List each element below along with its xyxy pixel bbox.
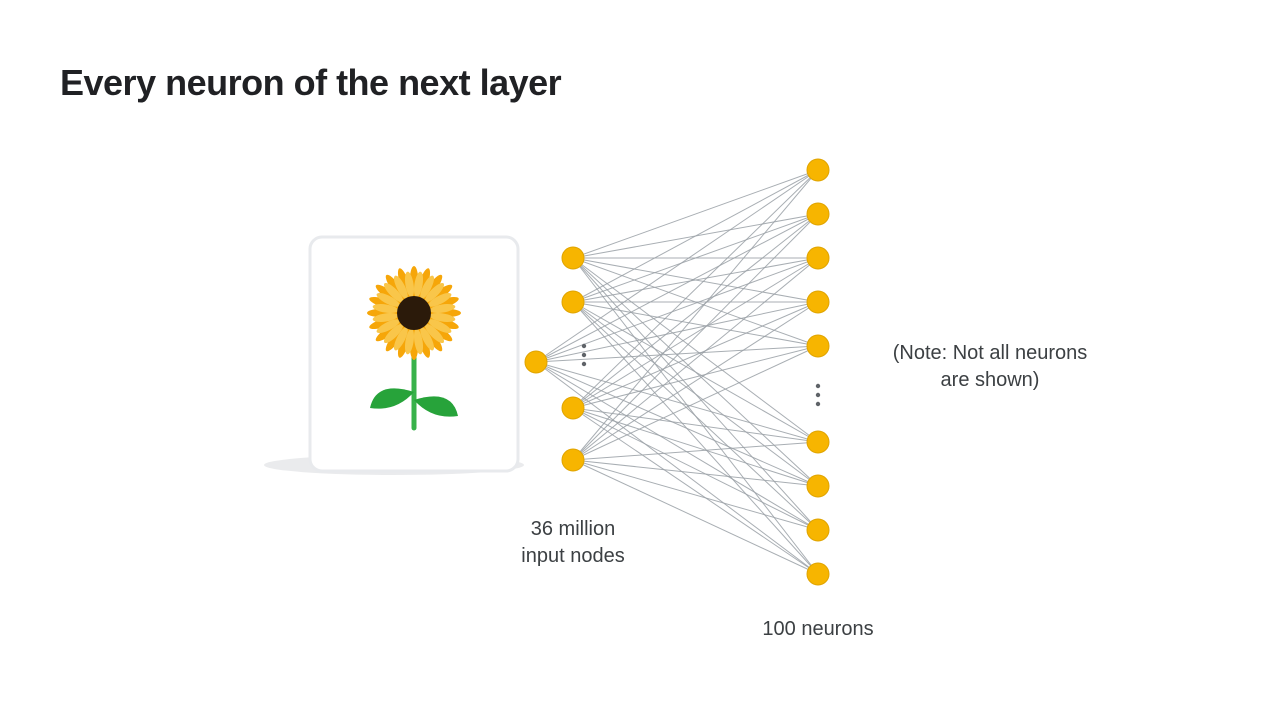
hidden-node — [807, 159, 829, 181]
ellipsis-dot — [816, 393, 820, 397]
ellipsis-dot — [582, 362, 586, 366]
output-neurons-label: 100 neurons — [718, 616, 918, 643]
hidden-node — [807, 335, 829, 357]
output-neurons-label-text: 100 neurons — [762, 618, 873, 640]
input-node — [562, 397, 584, 419]
input-nodes-label-line1: 36 million — [531, 518, 615, 540]
note-label-line2: are shown) — [941, 369, 1040, 391]
hidden-node — [807, 563, 829, 585]
ellipsis-dot — [582, 353, 586, 357]
input-node — [525, 351, 547, 373]
hidden-node — [807, 203, 829, 225]
input-node — [562, 449, 584, 471]
ellipsis-dot — [816, 402, 820, 406]
input-nodes-label-line2: input nodes — [521, 545, 624, 567]
hidden-node — [807, 431, 829, 453]
hidden-node — [807, 247, 829, 269]
note-label-line1: (Note: Not all neurons — [893, 342, 1088, 364]
hidden-node — [807, 519, 829, 541]
hidden-node — [807, 291, 829, 313]
ellipsis-dot — [582, 344, 586, 348]
input-node — [562, 247, 584, 269]
ellipsis-dot — [816, 384, 820, 388]
note-label: (Note: Not all neurons are shown) — [865, 340, 1115, 394]
network-edges — [536, 170, 818, 574]
input-nodes-label: 36 million input nodes — [473, 516, 673, 570]
input-node — [562, 291, 584, 313]
hidden-node — [807, 475, 829, 497]
